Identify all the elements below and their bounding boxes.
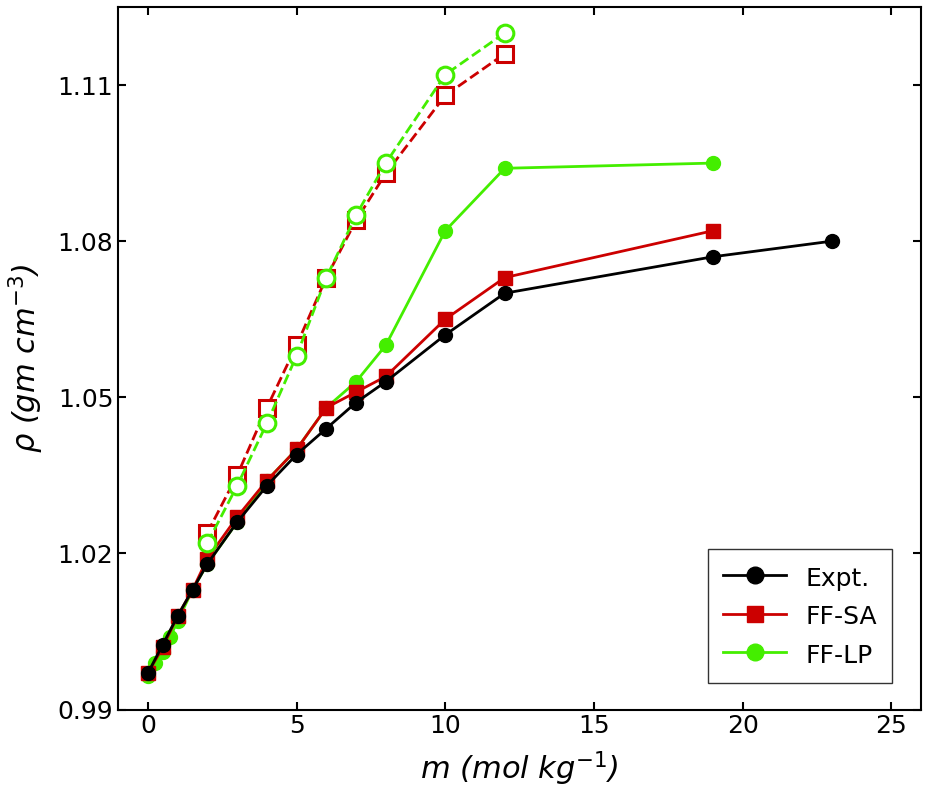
X-axis label: $m$ (mol kg$^{-1}$): $m$ (mol kg$^{-1}$) bbox=[420, 750, 618, 788]
Y-axis label: $\rho$ (gm cm$^{-3}$): $\rho$ (gm cm$^{-3}$) bbox=[6, 263, 46, 453]
Legend: Expt., FF-SA, FF-LP: Expt., FF-SA, FF-LP bbox=[707, 549, 892, 683]
